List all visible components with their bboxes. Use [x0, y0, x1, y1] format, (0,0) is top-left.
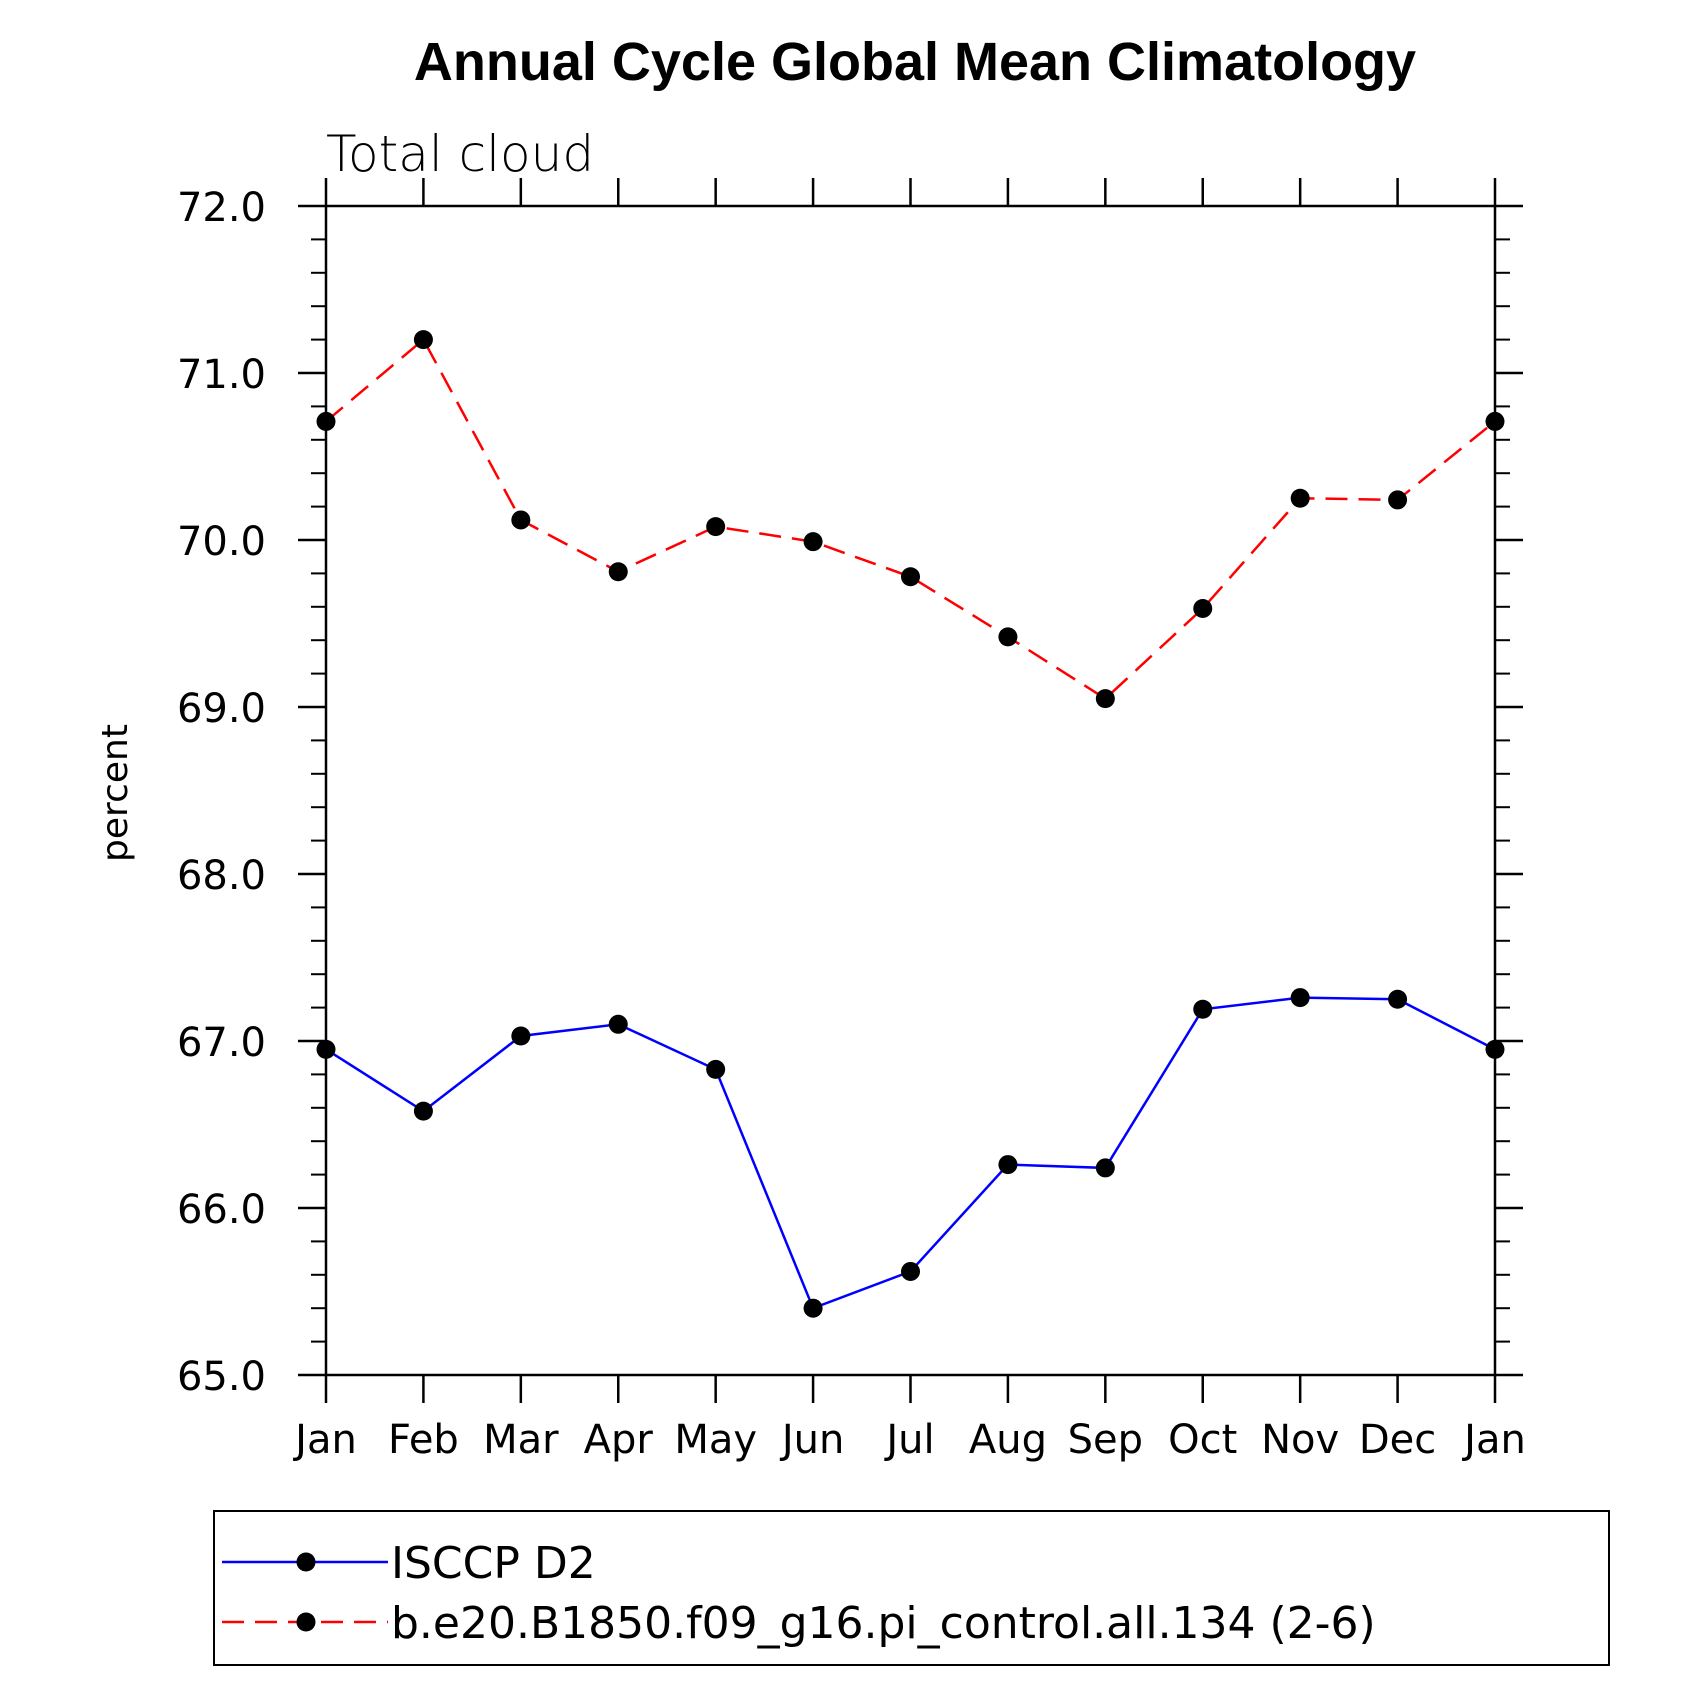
data-point-series-1: [803, 1298, 823, 1318]
y-tick-label: 70.0: [177, 519, 266, 565]
chart-title: Annual Cycle Global Mean Climatology: [414, 32, 1416, 92]
data-point-series-2: [316, 411, 336, 431]
x-tick-label: Nov: [1261, 1417, 1339, 1463]
x-tick-label: Jan: [292, 1417, 357, 1463]
x-tick-label: Apr: [584, 1417, 654, 1463]
data-point-series-1: [316, 1039, 336, 1059]
x-tick-label: May: [674, 1417, 757, 1463]
x-tick-label: Dec: [1359, 1417, 1436, 1463]
legend-marker-2: [296, 1612, 316, 1632]
data-point-series-1: [998, 1155, 1018, 1175]
x-tick-label: Oct: [1168, 1417, 1237, 1463]
series-line-1: [325, 996, 1496, 1310]
chart-subtitle: Total cloud: [326, 125, 594, 183]
data-point-series-1: [1095, 1158, 1115, 1178]
data-point-series-2: [706, 517, 726, 537]
data-point-series-1: [1388, 989, 1408, 1009]
data-point-series-2: [1388, 490, 1408, 510]
y-tick-label: 71.0: [177, 352, 266, 398]
series-lines: [325, 337, 1496, 1310]
y-tick-label: 67.0: [177, 1020, 266, 1066]
x-tick-label: Jun: [779, 1417, 845, 1463]
x-tick-label: Jan: [1461, 1417, 1526, 1463]
data-point-series-1: [706, 1059, 726, 1079]
x-tick-label: Feb: [388, 1417, 459, 1463]
data-point-series-2: [803, 532, 823, 552]
data-point-series-1: [1485, 1039, 1505, 1059]
data-point-series-2: [413, 330, 433, 350]
y-tick-label: 69.0: [177, 686, 266, 732]
y-tick-label: 65.0: [177, 1354, 266, 1400]
legend: ISCCP D2 b.e20.B1850.f09_g16.pi_control.a…: [213, 1510, 1610, 1666]
x-tick-label: Jul: [883, 1417, 934, 1463]
data-point-series-1: [608, 1014, 628, 1034]
legend-marker-1: [296, 1552, 316, 1572]
data-point-series-2: [1485, 411, 1505, 431]
y-axis-label: percent: [95, 724, 136, 862]
data-point-series-2: [608, 562, 628, 582]
y-tick-label: 68.0: [177, 853, 266, 899]
data-point-series-1: [1193, 999, 1213, 1019]
legend-label-2: b.e20.B1850.f09_g16.pi_control.all.134 (…: [391, 1598, 1376, 1649]
x-tick-label: Mar: [483, 1417, 559, 1463]
legend-label-1: ISCCP D2: [391, 1538, 596, 1589]
data-point-series-1: [413, 1101, 433, 1121]
data-point-series-2: [1290, 488, 1310, 508]
y-tick-label: 66.0: [177, 1187, 266, 1233]
data-point-series-2: [998, 627, 1018, 647]
axes: Jan Feb Mar Apr May Jun Jul Aug Sep Oct Nov Dec Jan 6…: [177, 178, 1526, 1463]
x-tick-label: Sep: [1068, 1417, 1143, 1463]
data-point-series-2: [901, 567, 920, 587]
data-point-series-2: [1193, 598, 1213, 618]
data-point-series-2: [511, 510, 531, 530]
y-tick-label: 72.0: [177, 185, 266, 231]
series-line-2: [325, 337, 1496, 701]
data-markers: [316, 330, 1505, 1318]
data-point-series-1: [511, 1026, 531, 1046]
legend-box: [213, 1510, 1610, 1666]
data-point-series-1: [901, 1261, 920, 1281]
data-point-series-2: [1095, 689, 1115, 709]
data-point-series-1: [1290, 988, 1310, 1008]
plot-frame: [324, 204, 1497, 1377]
x-tick-label: Aug: [969, 1417, 1047, 1463]
